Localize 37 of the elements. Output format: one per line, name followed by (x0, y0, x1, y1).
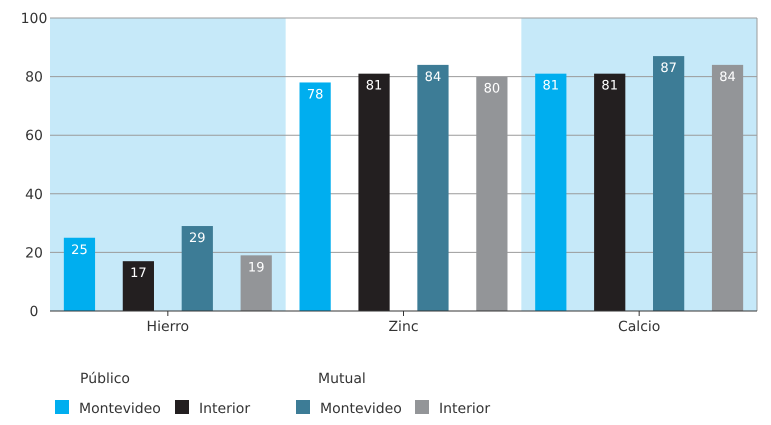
bar (182, 226, 213, 311)
x-tick-label: Hierro (146, 319, 190, 335)
y-tick-label: 100 (20, 11, 48, 27)
data-label: 29 (189, 231, 206, 246)
data-label: 17 (130, 266, 147, 282)
text: Mutual (318, 371, 366, 387)
bar (122, 261, 154, 311)
y-tick-label: 60 (25, 128, 43, 144)
data-label: 19 (248, 260, 264, 276)
bar (358, 74, 390, 311)
y-tick-label: 0 (30, 304, 38, 320)
legend-label: Montevideo (320, 401, 402, 417)
data-label: 78 (306, 87, 324, 102)
data-label: 84 (719, 70, 736, 85)
x-tick-label: Calcio (618, 319, 660, 335)
data-label: 84 (424, 70, 442, 85)
legend-label: Montevideo (79, 401, 161, 417)
data-label: 87 (660, 61, 677, 76)
bar (64, 238, 96, 311)
legend-label: Interior (439, 401, 490, 417)
data-label: 81 (542, 78, 560, 94)
y-tick-label: 40 (25, 186, 43, 203)
legend-label: Interior (199, 401, 250, 417)
data-label: 80 (484, 82, 500, 97)
bar (653, 56, 684, 311)
bar (594, 74, 626, 311)
bar (535, 74, 566, 311)
data-label: 81 (601, 78, 618, 94)
x-tick-label: Zinc (388, 319, 419, 335)
y-tick-label: 20 (25, 245, 43, 262)
bar (417, 64, 449, 311)
y-tick-label: 80 (25, 70, 43, 86)
bar (240, 255, 272, 311)
data-label: 81 (366, 78, 382, 94)
text: Público (80, 371, 130, 387)
bar (300, 82, 331, 311)
data-label: 25 (71, 242, 88, 258)
